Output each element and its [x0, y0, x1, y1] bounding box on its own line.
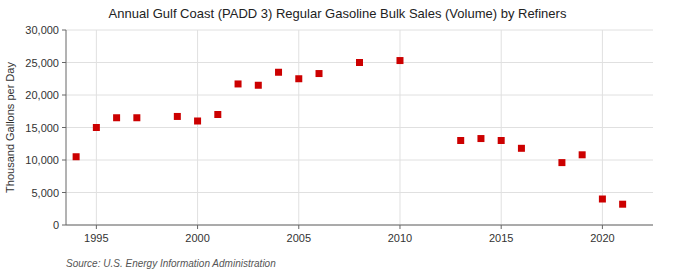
tick-label: 15,000 [25, 122, 59, 134]
tick-mark [62, 62, 66, 63]
title: Annual Gulf Coast (PADD 3) Regular Gasol… [109, 6, 567, 21]
source-note: Source: U.S. Energy Information Administ… [66, 258, 276, 269]
tick-label: 2015 [489, 232, 513, 244]
grid-line [501, 30, 502, 225]
x-axis-line [66, 225, 653, 226]
grid-line [66, 127, 653, 128]
point [599, 196, 606, 203]
point [518, 145, 525, 152]
tick-label: 10,000 [25, 154, 59, 166]
point [619, 201, 626, 208]
point [457, 137, 464, 144]
tick-mark [62, 192, 66, 193]
point [113, 114, 120, 121]
grid-line [66, 30, 653, 31]
point [498, 137, 505, 144]
point [558, 159, 565, 166]
chart: Annual Gulf Coast (PADD 3) Regular Gasol… [0, 0, 675, 275]
tick-mark [197, 225, 198, 229]
tick-mark [602, 225, 603, 229]
tick-label: 5,000 [31, 187, 59, 199]
point [214, 111, 221, 118]
tick-mark [62, 225, 66, 226]
tick-label: 25,000 [25, 57, 59, 69]
axes: 0 5,000 10,000 15,000 20,000 25,000 30,000 1995… [25, 24, 653, 244]
point [93, 124, 100, 131]
tick-mark [62, 160, 66, 161]
point [275, 69, 282, 76]
point [356, 59, 363, 66]
tick-mark [399, 225, 400, 229]
tick-label: 2020 [590, 232, 614, 244]
grid-line [66, 95, 653, 96]
grid-line [197, 30, 198, 225]
grid-line [298, 30, 299, 225]
tick-label: 2010 [388, 232, 412, 244]
tick-label: 1995 [84, 232, 108, 244]
grid-line [66, 225, 653, 226]
point [133, 114, 140, 121]
tick-label: 20,000 [25, 89, 59, 101]
tick-mark [298, 225, 299, 229]
point [174, 113, 181, 120]
point [477, 135, 484, 142]
point [579, 151, 586, 158]
y-axis-label: Thousand Gallons per Day [4, 62, 16, 193]
y-axis-line [66, 30, 67, 225]
grid [66, 30, 653, 225]
tick-label: 2000 [185, 232, 209, 244]
tick-mark [62, 30, 66, 31]
tick-mark [62, 127, 66, 128]
point [316, 70, 323, 77]
grid-line [66, 192, 653, 193]
tick-label: 2005 [287, 232, 311, 244]
point [73, 153, 80, 160]
points [73, 57, 627, 208]
tick-mark [96, 225, 97, 229]
point [235, 80, 242, 87]
point [396, 57, 403, 64]
point [194, 118, 201, 125]
tick-mark [62, 95, 66, 96]
point [255, 82, 262, 89]
tick-mark [501, 225, 502, 229]
tick-label: 0 [53, 219, 59, 231]
tick-label: 30,000 [25, 24, 59, 36]
point [295, 75, 302, 82]
